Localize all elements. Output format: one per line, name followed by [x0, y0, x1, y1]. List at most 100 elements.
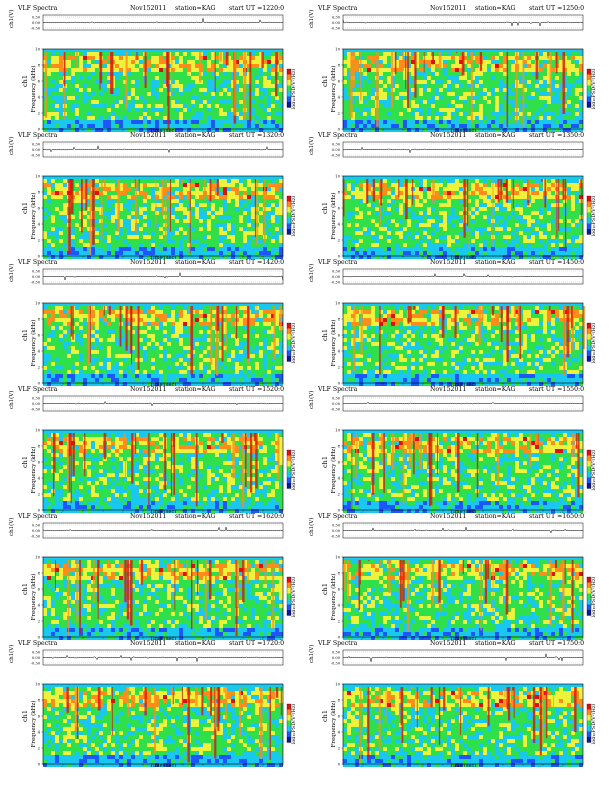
x-tick-label: 10 [61, 765, 66, 767]
x-tick-label: 100 [239, 638, 247, 640]
x-tick-label: 30 [101, 257, 106, 259]
panel-header: VLF Spectra Nov152011 station=KAG start UT … [5, 258, 295, 268]
y-tick-label: 10 [35, 46, 40, 51]
colorbar [586, 195, 592, 235]
y-tick-label: 2 [338, 364, 341, 369]
waveform-tick-label: 0.00 [332, 529, 341, 533]
waveform-tick-label: 0.00 [332, 148, 341, 152]
y-tick-label: 10 [35, 427, 40, 432]
x-tick-label: 20 [381, 130, 386, 132]
y-tick-label: 6 [338, 205, 341, 210]
waveform-tick-label: -0.30 [31, 661, 41, 665]
spectrogram-texture [43, 52, 283, 132]
y-tick-label: 8 [38, 443, 41, 448]
x-tick-label: 80 [501, 130, 506, 132]
x-tick-label: 50 [141, 511, 146, 513]
x-tick-label: 110 [559, 511, 567, 513]
spectrogram-texture [43, 687, 283, 767]
x-tick-label: 90 [221, 257, 226, 259]
x-tick-label: 70 [181, 257, 186, 259]
panel-date: Nov152011 [430, 513, 467, 520]
x-tick-label: 60 [461, 384, 466, 386]
colorbar-label: log₁₀PSD(V²/Hz) [290, 450, 295, 491]
panel-start-time: start UT =1520:0 [229, 386, 285, 393]
waveform-axis-label: ch1(V) [8, 518, 15, 536]
y-tick-label: 2 [38, 237, 41, 242]
panel-title: VLF Spectra [318, 640, 358, 647]
waveform-trace [342, 652, 584, 662]
x-tick-label: 70 [181, 384, 186, 386]
colorbar [286, 449, 292, 489]
x-tick-label: 30 [401, 384, 406, 386]
waveform-axis-label: ch1(V) [8, 264, 15, 282]
channel-label: ch1 [21, 329, 29, 341]
panel-title: VLF Spectra [18, 259, 58, 266]
waveform-tick-label: 0.00 [32, 21, 41, 25]
x-tick-label: 50 [141, 384, 146, 386]
x-axis-label: Time (sec) [450, 381, 476, 386]
x-tick-label: 10 [61, 511, 66, 513]
y-tick-label: 4 [338, 729, 341, 734]
x-tick-label: 30 [101, 765, 106, 767]
colorbar-label: log₁₀PSD(V²/Hz) [590, 323, 595, 364]
y-tick-label: 2 [38, 110, 41, 115]
spectrogram-panel: VLF Spectra Nov152011 station=KAG start UT … [5, 385, 295, 513]
waveform-axis-label: ch1(V) [8, 137, 15, 155]
y-tick-label: 6 [338, 713, 341, 718]
waveform-axis-label: ch1(V) [308, 137, 315, 155]
panel-date: Nov152011 [130, 513, 167, 520]
y-tick-label: 2 [338, 618, 341, 623]
spectrogram-panel: VLF Spectra Nov152011 station=KAG start UT … [305, 258, 595, 386]
waveform-trace [42, 271, 284, 281]
colorbar [286, 195, 292, 235]
frequency-axis-label: Frequency (kHz) [30, 574, 37, 621]
x-tick-label: 40 [421, 130, 426, 132]
y-tick-label: 10 [335, 427, 340, 432]
waveform-tick-label: 0.30 [332, 142, 341, 146]
x-tick-label: 10 [61, 384, 66, 386]
colorbar-label: log₁₀PSD(V²/Hz) [590, 704, 595, 745]
panel-header: VLF Spectra Nov152011 station=KAG start UT … [305, 258, 595, 268]
spectrogram-cutoff-band [343, 49, 583, 52]
channel-label: ch1 [321, 202, 329, 214]
panel-date: Nov152011 [130, 132, 167, 139]
waveform-tick-label: 0.00 [332, 402, 341, 406]
x-tick-label: 90 [221, 765, 226, 767]
x-tick-label: 0 [342, 765, 345, 767]
panel-date: Nov152011 [130, 640, 167, 647]
panel-header: VLF Spectra Nov152011 station=KAG start UT … [5, 512, 295, 522]
x-tick-label: 60 [161, 384, 166, 386]
x-tick-label: 50 [441, 638, 446, 640]
x-tick-label: 60 [161, 130, 166, 132]
y-tick-label: 4 [38, 348, 41, 353]
panel-title: VLF Spectra [18, 386, 58, 393]
colorbar-label: log₁₀PSD(V²/Hz) [590, 69, 595, 110]
x-tick-label: 50 [441, 511, 446, 513]
y-tick-label: 8 [38, 189, 41, 194]
x-tick-label: 110 [559, 130, 567, 132]
spectrogram-chart: 0.300.00-0.30ch1(V)024681001020304050607… [308, 518, 595, 640]
waveform-tick-label: 0.00 [32, 275, 41, 279]
colorbar [586, 68, 592, 108]
x-tick-label: 0 [42, 765, 45, 767]
colorbar-label: log₁₀PSD(V²/Hz) [590, 577, 595, 618]
frequency-axis-label: Frequency (kHz) [330, 447, 337, 494]
y-tick-label: 8 [338, 62, 341, 67]
y-tick-label: 0 [38, 126, 41, 131]
y-tick-label: 2 [338, 110, 341, 115]
panel-date: Nov152011 [430, 132, 467, 139]
y-tick-label: 2 [338, 237, 341, 242]
x-tick-label: 20 [81, 765, 86, 767]
x-tick-label: 40 [121, 130, 126, 132]
spectrogram-cutoff-band [43, 49, 283, 52]
x-axis-label: Time (sec) [450, 127, 476, 132]
x-tick-label: 0 [342, 638, 345, 640]
spectrogram-chart: 0.300.00-0.30ch1(V)024681001020304050607… [8, 391, 295, 513]
spectrogram-cutoff-band [43, 684, 283, 687]
x-tick-label: 70 [481, 257, 486, 259]
panel-start-time: start UT =1220:0 [229, 5, 285, 12]
x-tick-label: 10 [361, 765, 366, 767]
y-tick-label: 0 [38, 634, 41, 639]
panel-station: station=KAG [175, 386, 216, 393]
x-tick-label: 30 [401, 257, 406, 259]
